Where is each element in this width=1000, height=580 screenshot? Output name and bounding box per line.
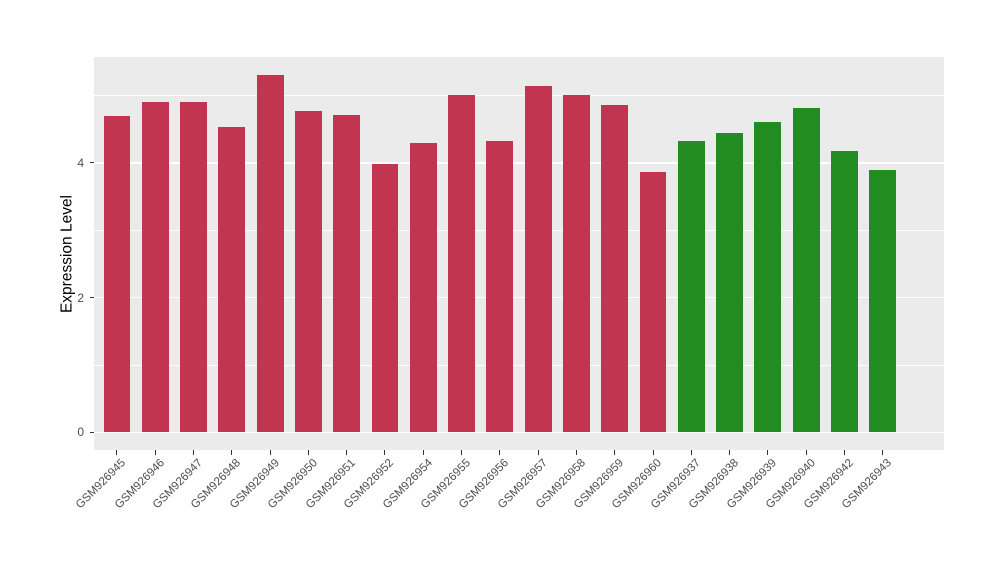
x-tick-mark bbox=[652, 450, 654, 455]
bar-GSM926950 bbox=[295, 110, 322, 433]
y-tick-mark bbox=[89, 431, 94, 433]
x-tick-mark bbox=[116, 450, 118, 455]
bar-GSM926951 bbox=[333, 114, 361, 433]
bar-GSM926957 bbox=[524, 85, 552, 433]
bar-GSM926954 bbox=[409, 142, 437, 433]
bar-GSM926956 bbox=[486, 140, 514, 433]
y-tick-label: 4 bbox=[77, 155, 84, 170]
bar-GSM926943 bbox=[869, 170, 897, 433]
y-tick-mark bbox=[89, 162, 94, 164]
x-tick-mark bbox=[307, 450, 309, 455]
x-tick-mark bbox=[805, 450, 807, 455]
x-tick-mark bbox=[346, 450, 348, 455]
bar-GSM926959 bbox=[601, 104, 629, 433]
bar-GSM926946 bbox=[141, 102, 169, 433]
bar-GSM926948 bbox=[218, 127, 246, 433]
bar-GSM926945 bbox=[103, 115, 131, 433]
x-tick-mark bbox=[767, 450, 769, 455]
x-tick-mark bbox=[269, 450, 271, 455]
bar-GSM926937 bbox=[677, 140, 705, 433]
x-tick-mark bbox=[882, 450, 884, 455]
gridline-major bbox=[94, 431, 944, 434]
bar-GSM926942 bbox=[831, 150, 858, 433]
bar-GSM926940 bbox=[792, 107, 820, 433]
bar-GSM926949 bbox=[256, 74, 284, 433]
bar-GSM926939 bbox=[754, 121, 782, 433]
bar-GSM926938 bbox=[716, 133, 743, 433]
x-tick-mark bbox=[729, 450, 731, 455]
x-tick-mark bbox=[575, 450, 577, 455]
x-tick-mark bbox=[384, 450, 386, 455]
bar-GSM926947 bbox=[180, 102, 207, 433]
y-tick-mark bbox=[89, 297, 94, 299]
x-tick-mark bbox=[193, 450, 195, 455]
x-tick-mark bbox=[231, 450, 233, 455]
bar-GSM926955 bbox=[448, 94, 475, 433]
x-tick-mark bbox=[843, 450, 845, 455]
gridline-major bbox=[94, 162, 944, 164]
gridline-major bbox=[94, 296, 944, 299]
y-axis-title: Expression Level bbox=[58, 194, 75, 313]
bar-GSM926960 bbox=[639, 171, 667, 433]
x-tick-mark bbox=[154, 450, 156, 455]
x-tick-mark bbox=[499, 450, 501, 455]
x-tick-mark bbox=[537, 450, 539, 455]
x-tick-mark bbox=[690, 450, 692, 455]
gridline-minor bbox=[94, 364, 944, 366]
bar-GSM926958 bbox=[563, 94, 590, 433]
gridline-minor bbox=[94, 95, 944, 96]
x-tick-mark bbox=[614, 450, 616, 455]
x-tick-mark bbox=[422, 450, 424, 455]
gridline-minor bbox=[94, 229, 944, 231]
y-tick-label: 2 bbox=[77, 290, 84, 305]
x-tick-mark bbox=[461, 450, 463, 455]
y-tick-label: 0 bbox=[77, 425, 84, 440]
bar-GSM926952 bbox=[371, 163, 399, 433]
